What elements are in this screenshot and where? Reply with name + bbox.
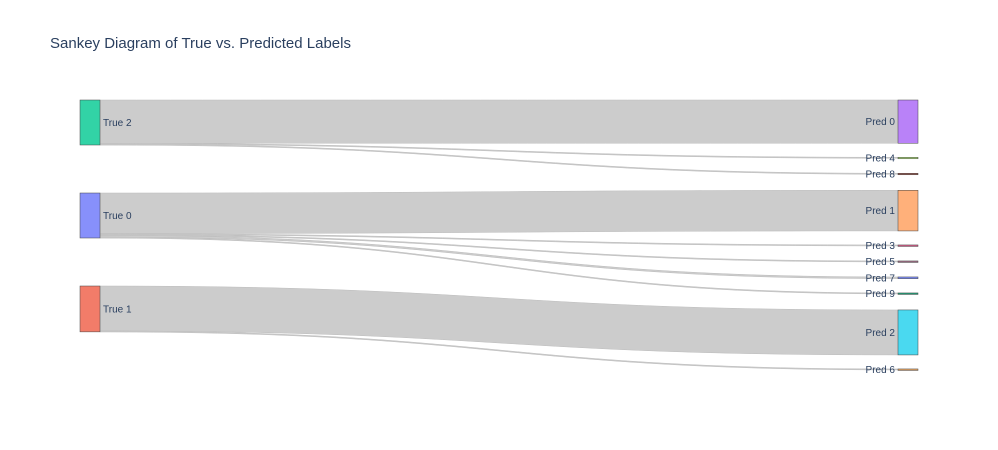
node-pred1[interactable] — [897, 190, 919, 232]
node-pred4[interactable] — [897, 157, 919, 160]
node-pred8[interactable] — [897, 173, 919, 176]
label-pred7: Pred 7 — [866, 273, 896, 284]
label-pred9: Pred 9 — [866, 289, 896, 300]
node-pred6[interactable] — [897, 368, 919, 371]
node-pred7[interactable] — [897, 276, 919, 279]
label-pred4: Pred 4 — [866, 154, 896, 165]
labels-layer: True 2 True 0 True 1 Pred 0 Pred 4 Pred 8 Pred… — [103, 117, 895, 376]
node-pred0[interactable] — [897, 99, 919, 144]
node-pred5[interactable] — [897, 260, 919, 263]
link-true1-pred2[interactable] — [99, 285, 899, 356]
node-pred9[interactable] — [897, 292, 919, 295]
node-true2[interactable] — [79, 99, 101, 146]
label-pred5: Pred 5 — [866, 257, 896, 268]
node-true0[interactable] — [79, 192, 101, 239]
nodes-layer — [79, 99, 919, 371]
label-true1: True 1 — [103, 304, 132, 315]
node-pred2[interactable] — [897, 309, 919, 356]
link-true2-pred0[interactable] — [99, 99, 899, 144]
node-true1[interactable] — [79, 285, 101, 333]
label-true2: True 2 — [103, 118, 132, 129]
chart-title: Sankey Diagram of True vs. Predicted Lab… — [50, 35, 351, 52]
link-true0-pred1[interactable] — [99, 190, 899, 234]
label-pred2: Pred 2 — [866, 328, 896, 339]
label-pred3: Pred 3 — [866, 241, 896, 252]
label-pred0: Pred 0 — [866, 117, 896, 128]
label-pred1: Pred 1 — [866, 206, 896, 217]
links-layer — [99, 99, 899, 371]
link-true2-pred8[interactable] — [99, 143, 899, 175]
label-pred6: Pred 6 — [866, 365, 896, 376]
node-pred3[interactable] — [897, 244, 919, 247]
label-true0: True 0 — [103, 211, 132, 222]
link-true0-pred7[interactable] — [99, 235, 899, 279]
label-pred8: Pred 8 — [866, 170, 896, 181]
